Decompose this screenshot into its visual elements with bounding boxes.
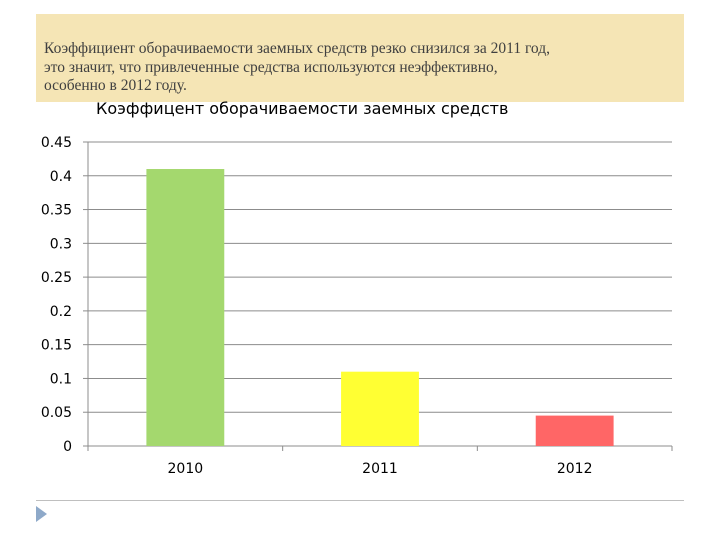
chart-title: Коэффицент оборачиваемости заемных средс… — [96, 99, 509, 118]
annotation-line: особенно в 2012 году. — [44, 77, 187, 94]
y-tick-label: 0 — [63, 439, 72, 455]
bar-2012 — [535, 415, 614, 446]
bar-2010 — [146, 169, 225, 446]
annotation-box: Коэффициент оборачиваемости заемных сред… — [36, 14, 684, 102]
y-tick-label: 0.05 — [41, 405, 72, 421]
y-tick-label: 0.25 — [41, 270, 72, 286]
y-tick-label: 0.15 — [41, 338, 72, 354]
play-arrow-icon — [36, 506, 47, 522]
x-tick-label: 2011 — [362, 461, 398, 477]
y-tick-label: 0.1 — [50, 371, 72, 387]
x-tick-label: 2010 — [168, 461, 204, 477]
x-tick-label: 2012 — [557, 461, 593, 477]
y-tick-label: 0.3 — [50, 236, 72, 252]
y-tick-label: 0.35 — [41, 203, 72, 219]
bar-2011 — [341, 371, 419, 446]
y-tick-label: 0.2 — [50, 304, 72, 320]
y-tick-label: 0.45 — [41, 135, 72, 151]
y-tick-label: 0.4 — [50, 169, 72, 185]
annotation-line: это значит, что привлеченные средства ис… — [44, 58, 498, 76]
slide-divider — [36, 500, 684, 501]
annotation-line: Коэффициент оборачиваемости заемных сред… — [44, 40, 550, 57]
